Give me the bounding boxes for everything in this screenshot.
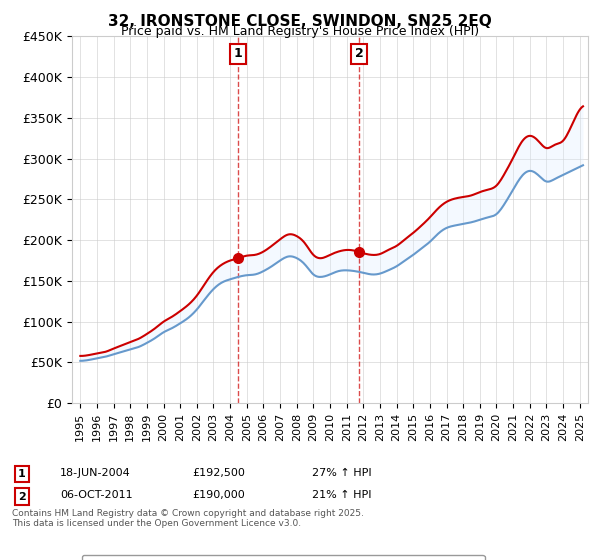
Text: 21% ↑ HPI: 21% ↑ HPI (312, 491, 371, 501)
Text: Price paid vs. HM Land Registry's House Price Index (HPI): Price paid vs. HM Land Registry's House … (121, 25, 479, 38)
Text: 18-JUN-2004: 18-JUN-2004 (60, 468, 131, 478)
Text: Contains HM Land Registry data © Crown copyright and database right 2025.
This d: Contains HM Land Registry data © Crown c… (12, 509, 364, 529)
Text: 06-OCT-2011: 06-OCT-2011 (60, 491, 133, 501)
Legend: 32, IRONSTONE CLOSE, SWINDON, SN25 2EQ (semi-detached house), HPI: Average price: 32, IRONSTONE CLOSE, SWINDON, SN25 2EQ (… (82, 555, 485, 560)
Text: 2: 2 (355, 48, 364, 60)
Text: 27% ↑ HPI: 27% ↑ HPI (312, 468, 371, 478)
Text: £192,500: £192,500 (192, 468, 245, 478)
Text: £190,000: £190,000 (192, 491, 245, 501)
Text: 1: 1 (233, 48, 242, 60)
Text: 32, IRONSTONE CLOSE, SWINDON, SN25 2EQ: 32, IRONSTONE CLOSE, SWINDON, SN25 2EQ (108, 14, 492, 29)
Text: 2: 2 (18, 492, 26, 502)
Text: 1: 1 (18, 469, 26, 479)
